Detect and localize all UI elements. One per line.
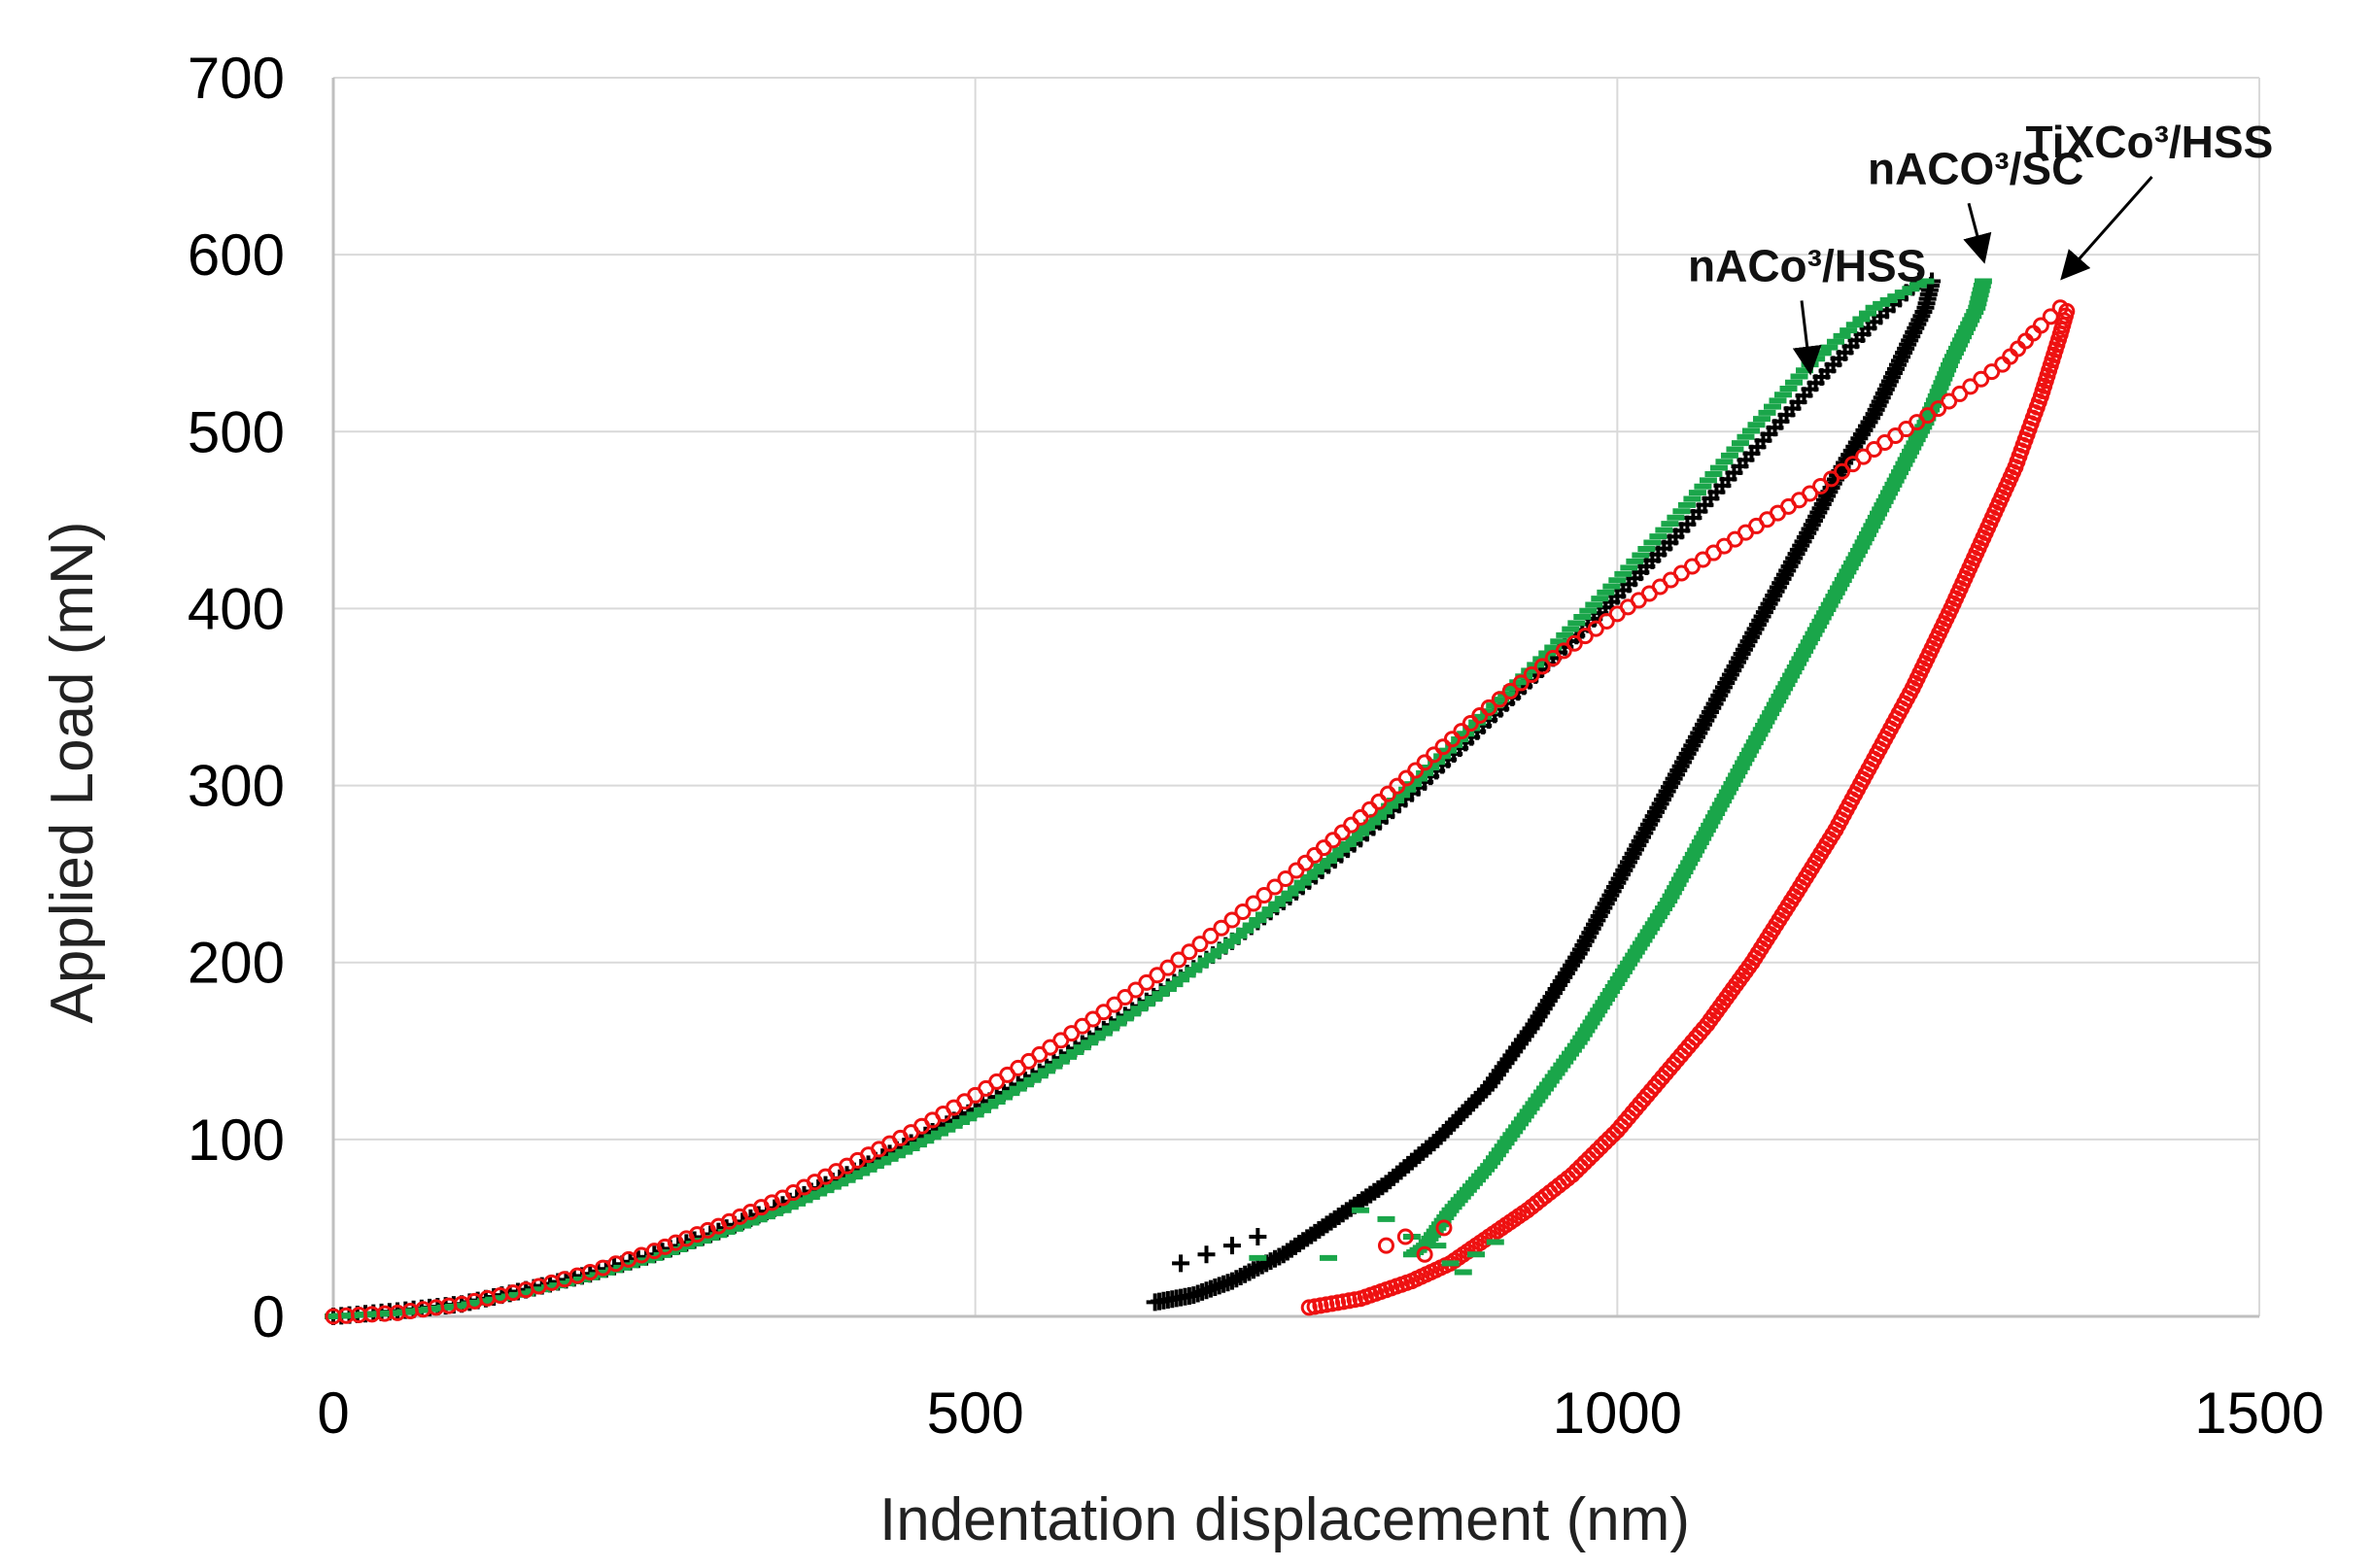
loading-point — [1565, 634, 1583, 652]
y-tick-label: 0 — [253, 1284, 285, 1349]
y-tick-label: 500 — [188, 399, 285, 464]
loading-point — [1512, 674, 1530, 692]
loading-point — [2024, 324, 2042, 342]
loading-point — [1983, 363, 2001, 381]
tail-point — [1377, 1237, 1394, 1254]
y-axis-title: Applied Load (mN) — [39, 522, 106, 1024]
loading-point — [2002, 348, 2019, 365]
loading-point — [1343, 816, 1360, 834]
tail-scatter — [1172, 1228, 1267, 1273]
loading-point — [1277, 870, 1294, 887]
y-tick-label: 100 — [188, 1108, 285, 1173]
loading-point — [1223, 911, 1241, 929]
tail-scatter — [1249, 1207, 1504, 1276]
loading-point — [1255, 887, 1273, 903]
annotation-label: TiXCo³/HSS — [2026, 117, 2274, 167]
y-tick-label: 700 — [188, 46, 285, 111]
loading-point — [2017, 332, 2035, 350]
loading-point — [1802, 485, 1819, 502]
tail-point — [1416, 1245, 1433, 1263]
loading-point — [1117, 989, 1134, 1006]
loading-point — [1159, 959, 1177, 976]
loading-point — [1544, 649, 1562, 666]
loading-point — [1138, 973, 1155, 991]
tail-point — [1396, 1228, 1414, 1245]
annotation-arrow — [2060, 175, 2153, 281]
x-tick-label: 500 — [927, 1381, 1024, 1446]
loading-point — [1324, 832, 1342, 849]
loading-point — [1941, 392, 1958, 410]
loading-point — [1598, 612, 1615, 630]
loading-point — [1288, 862, 1305, 879]
y-tick-label: 200 — [188, 931, 285, 996]
loading-point — [1523, 665, 1540, 683]
loading-point — [1127, 981, 1145, 999]
loading-point — [1930, 400, 1947, 418]
loading-point — [1333, 824, 1351, 841]
grid — [333, 77, 2260, 1316]
annotation-label: nACO³/SC — [1868, 143, 2083, 193]
loading-point — [1266, 878, 1284, 896]
series-plot-area — [325, 272, 2076, 1325]
loading-point — [1951, 385, 1969, 402]
loading-point — [1533, 658, 1551, 675]
annotation-label: nACo³/HSS — [1688, 240, 1926, 290]
loading-point — [1480, 699, 1497, 716]
loading-point — [1491, 691, 1508, 708]
y-tick-label: 300 — [188, 754, 285, 819]
x-axis-title: Indentation displacement (nm) — [879, 1486, 1690, 1553]
loading-point — [1962, 378, 1979, 395]
y-tick-label: 600 — [188, 222, 285, 288]
loading-point — [1306, 846, 1324, 864]
x-tick-label: 1000 — [1553, 1381, 1682, 1446]
loading-point — [1213, 919, 1230, 937]
x-tick-label: 1500 — [2194, 1381, 2323, 1446]
loading-point — [1170, 951, 1187, 969]
loading-point — [1823, 470, 1840, 488]
loading-point — [1576, 628, 1594, 645]
tail-point — [1435, 1219, 1453, 1237]
tail-point — [1172, 1254, 1190, 1273]
loading-point — [1587, 620, 1604, 637]
annotation-arrow — [1792, 300, 1822, 376]
loading-point — [1501, 682, 1519, 699]
x-tick-label: 0 — [317, 1381, 349, 1446]
loading-point — [1234, 903, 1252, 920]
annotation-arrow — [1963, 202, 1992, 264]
unloading-point — [1146, 1293, 1164, 1312]
unloading-point — [1300, 1299, 1318, 1316]
loading-point — [1202, 927, 1220, 944]
loading-point — [1994, 356, 2012, 373]
loading-point — [1191, 936, 1209, 953]
loading-point — [1555, 642, 1572, 660]
series-tixco3-hss — [325, 299, 2076, 1325]
tail-point — [1222, 1237, 1241, 1255]
loading-point — [1834, 462, 1851, 480]
tail-point — [1197, 1245, 1216, 1264]
loading-point — [1245, 895, 1262, 912]
tail-point — [1249, 1228, 1267, 1246]
loading-point — [1296, 854, 1314, 871]
loading-point — [1106, 996, 1123, 1013]
loading-point — [1149, 967, 1166, 984]
series-naco3-hss — [325, 272, 1942, 1325]
series-naco3-sc — [325, 278, 1992, 1319]
loading-point — [1181, 943, 1198, 961]
axes: 0 100 200 300 400 500 600 700 0 500 1000 1500 — [188, 46, 2324, 1446]
loading-point — [1315, 839, 1332, 857]
loading-point — [1095, 1004, 1113, 1021]
loading-point — [2010, 340, 2027, 358]
loading-point — [1973, 370, 1990, 388]
y-tick-label: 400 — [188, 576, 285, 641]
loading-point — [1855, 448, 1873, 465]
loading-point — [1812, 477, 1830, 494]
loading-point — [1844, 456, 1862, 473]
loading-point — [2032, 317, 2049, 334]
tail-scatter — [1377, 1219, 1453, 1263]
